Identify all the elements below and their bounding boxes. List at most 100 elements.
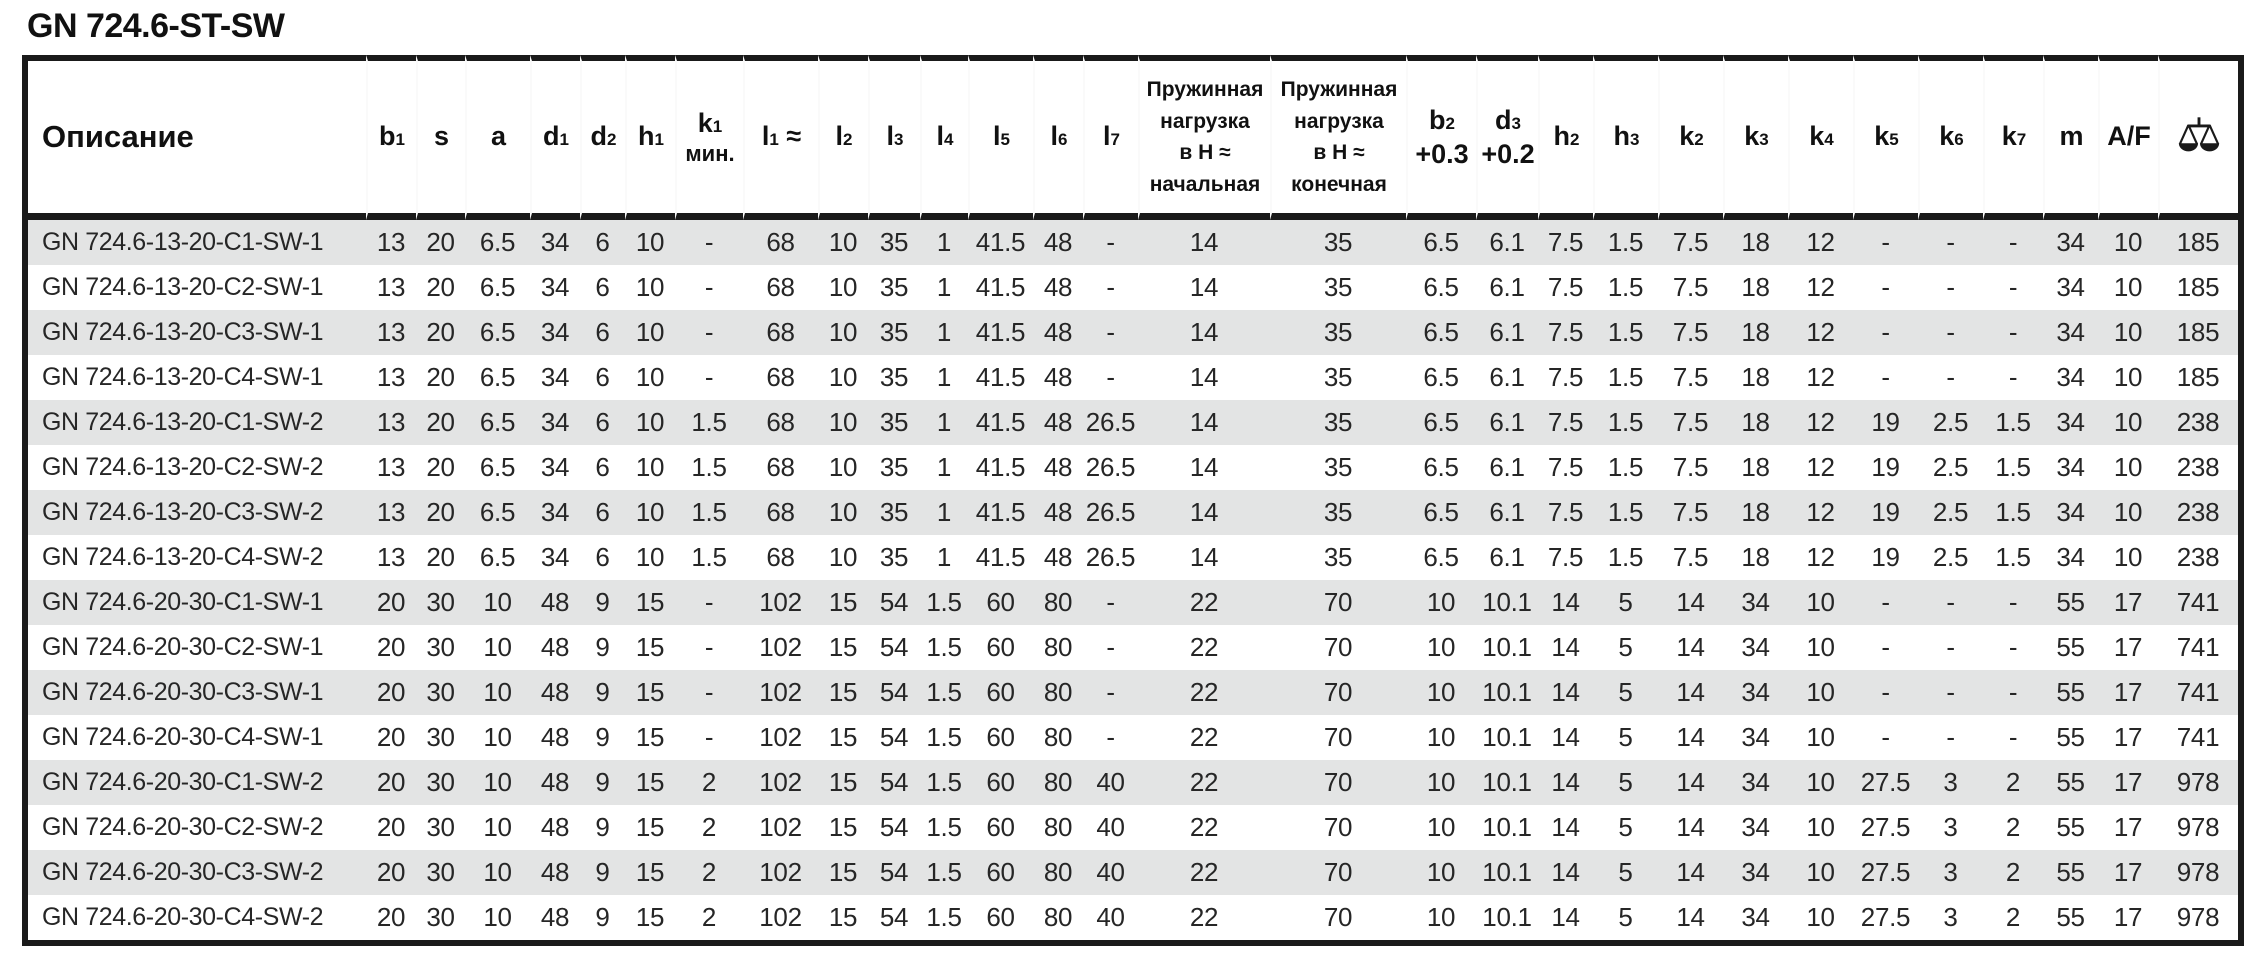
- cell-d3: 6.1: [1489, 497, 1525, 527]
- cell-b1: 20: [376, 812, 406, 842]
- cell-k2: 14: [1676, 767, 1705, 797]
- column-header-h2: h2: [1538, 55, 1593, 220]
- cell-d3: 10.1: [1482, 767, 1532, 797]
- column-header-k7: k7: [1983, 55, 2043, 220]
- cell-l3: 35: [879, 362, 909, 392]
- cell-d3: 6.1: [1489, 452, 1525, 482]
- cell-m: 34: [2056, 497, 2085, 527]
- cell-k3: 18: [1741, 452, 1770, 482]
- cell-k5: -: [1881, 362, 1890, 392]
- cell-a-f: 10: [2113, 407, 2143, 437]
- cell-l4: 1.5: [926, 632, 962, 662]
- cell-d2: 9: [595, 812, 610, 842]
- cell-k3: 18: [1741, 272, 1770, 302]
- cell-spring-load-initial: 14: [1189, 542, 1219, 572]
- cell-b2: 10: [1426, 587, 1456, 617]
- cell-m: 34: [2056, 542, 2085, 572]
- cell-description: GN 724.6-13-20-C1-SW-2: [42, 408, 324, 436]
- cell-d3: 10.1: [1482, 857, 1532, 887]
- cell-a-f: 10: [2113, 542, 2143, 572]
- cell-description: GN 724.6-13-20-C4-SW-2: [42, 543, 324, 571]
- cell-k2: 7.5: [1672, 497, 1709, 527]
- cell-l5: 60: [986, 722, 1015, 752]
- cell-l2: 15: [828, 722, 858, 752]
- cell-k7: -: [2008, 632, 2018, 662]
- cell-m: 55: [2056, 587, 2085, 617]
- cell-l6: 48: [1043, 317, 1073, 347]
- cell-a: 10: [483, 632, 512, 662]
- cell-k4: 10: [1806, 767, 1835, 797]
- cell-spring-load-final: 70: [1323, 902, 1353, 932]
- cell-k5: 27.5: [1860, 767, 1911, 797]
- cell-k2: 14: [1676, 812, 1705, 842]
- cell-l5: 41.5: [975, 452, 1026, 482]
- cell-b1: 13: [376, 407, 406, 437]
- cell-l2: 15: [828, 587, 858, 617]
- cell-l3: 54: [879, 677, 909, 707]
- cell-d2: 6: [595, 272, 610, 302]
- cell-h2: 14: [1551, 857, 1580, 887]
- cell-d2: 6: [595, 452, 610, 482]
- cell-description: GN 724.6-20-30-C4-SW-2: [42, 903, 324, 931]
- cell-k4: 10: [1806, 677, 1835, 707]
- cell-b2: 6.5: [1423, 362, 1459, 392]
- cell-k2: 7.5: [1672, 542, 1709, 572]
- cell-k3: 34: [1741, 722, 1770, 752]
- cell-k6: -: [1946, 317, 1955, 347]
- cell-weight: 238: [2176, 452, 2220, 482]
- cell-b1: 13: [376, 227, 406, 257]
- cell-a-f: 10: [2113, 362, 2143, 392]
- cell-k7: 2: [2005, 812, 2021, 842]
- cell-s: 30: [426, 812, 455, 842]
- cell-k3: 34: [1741, 767, 1770, 797]
- cell-l5: 60: [986, 812, 1015, 842]
- cell-k1-min: 2: [701, 767, 717, 797]
- cell-k4: 12: [1806, 542, 1835, 572]
- cell-a: 10: [483, 812, 512, 842]
- cell-spring-load-initial: 14: [1189, 272, 1219, 302]
- cell-spring-load-final: 70: [1323, 632, 1353, 662]
- cell-k6: -: [1946, 362, 1955, 392]
- cell-k1-min: 2: [701, 902, 717, 932]
- cell-d2: 9: [595, 677, 610, 707]
- cell-description: GN 724.6-20-30-C2-SW-1: [42, 633, 324, 661]
- cell-description: GN 724.6-20-30-C1-SW-1: [42, 588, 324, 616]
- cell-h3: 1.5: [1607, 542, 1644, 572]
- table-row: GN 724.6-20-30-C3-SW-1 20 30 10 48 9 15 - 102 15 5…: [28, 670, 2238, 715]
- cell-s: 20: [426, 317, 455, 347]
- cell-d2: 6: [595, 497, 610, 527]
- column-header-k4: k4: [1788, 55, 1853, 220]
- cell-k7: -: [2008, 722, 2018, 752]
- cell-k6: -: [1946, 227, 1955, 257]
- cell-spring-load-final: 35: [1323, 272, 1353, 302]
- cell-d3: 10.1: [1482, 587, 1532, 617]
- cell-d1: 34: [540, 362, 570, 392]
- cell-h1: 15: [635, 677, 665, 707]
- cell-l1: 68: [766, 452, 795, 482]
- cell-k5: -: [1881, 722, 1890, 752]
- cell-l1: 102: [759, 857, 802, 887]
- cell-k4: 10: [1806, 587, 1835, 617]
- cell-spring-load-initial: 22: [1189, 632, 1219, 662]
- cell-k4: 10: [1806, 632, 1835, 662]
- cell-h3: 5: [1618, 812, 1633, 842]
- cell-a: 10: [483, 677, 512, 707]
- cell-h3: 5: [1618, 857, 1633, 887]
- cell-l1: 68: [766, 542, 795, 572]
- cell-k5: 27.5: [1860, 812, 1911, 842]
- cell-l6: 80: [1043, 902, 1073, 932]
- cell-l5: 60: [986, 587, 1015, 617]
- column-header-a-f: A/F: [2098, 55, 2158, 220]
- cell-a-f: 10: [2113, 497, 2143, 527]
- table-row: GN 724.6-20-30-C2-SW-1 20 30 10 48 9 15 - 102 15 5…: [28, 625, 2238, 670]
- cell-l6: 48: [1043, 362, 1073, 392]
- cell-h3: 1.5: [1607, 407, 1644, 437]
- cell-k1-min: 1.5: [691, 452, 727, 482]
- column-header-spring-load-final: Пружинная нагрузка в Н ≈ конечная: [1270, 55, 1406, 220]
- cell-l7: 40: [1096, 857, 1125, 887]
- cell-l5: 60: [986, 632, 1015, 662]
- table-row: GN 724.6-13-20-C1-SW-1 13 20 6.5 34 6 10 - 68 10 3…: [28, 220, 2238, 265]
- cell-s: 30: [426, 857, 455, 887]
- cell-l7: 40: [1096, 767, 1125, 797]
- cell-k5: -: [1881, 587, 1890, 617]
